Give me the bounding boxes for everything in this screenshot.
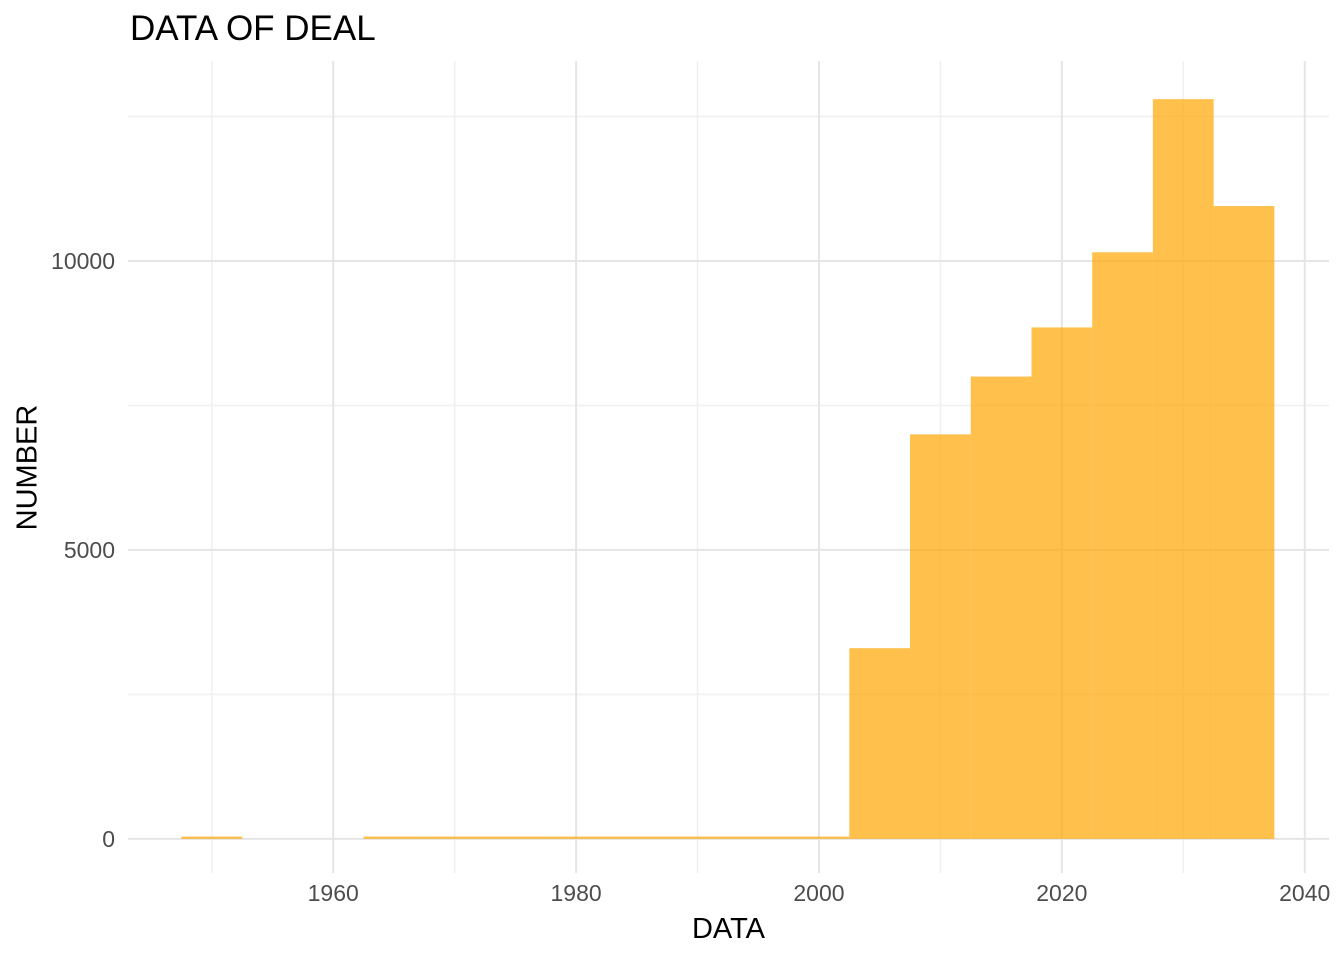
plot-title: DATA OF DEAL	[130, 9, 376, 48]
histogram-bar-2015	[970, 376, 1032, 839]
x-tick-label: 2040	[1279, 880, 1330, 906]
y-tick-label: 10000	[51, 248, 115, 274]
histogram-bar-2030	[1152, 99, 1214, 839]
y-axis-title-box: NUMBER	[10, 61, 46, 873]
x-tick-label: 1980	[551, 880, 602, 906]
y-tick-label: 0	[102, 826, 115, 852]
histogram-bar-2010	[910, 434, 971, 839]
histogram-bar-1965	[363, 836, 425, 839]
y-tick-labels: 0 5000 10000	[51, 248, 115, 852]
histogram-bar-1980	[545, 836, 607, 839]
y-axis-title: NUMBER	[11, 404, 44, 530]
histogram-bar-1970	[424, 836, 486, 839]
histogram-bar-2025	[1092, 252, 1153, 839]
histogram-bar-2005	[849, 648, 911, 839]
histogram-bar-2020	[1031, 327, 1093, 839]
histogram-bars	[181, 99, 1275, 839]
x-axis-title: DATA	[691, 913, 766, 945]
histogram-bar-1995	[727, 836, 789, 839]
histogram-bar-1975	[485, 836, 546, 839]
y-tick-label: 5000	[64, 537, 115, 563]
histogram-bar-1985	[606, 836, 668, 839]
histogram-bar-2000	[788, 836, 850, 839]
x-tick-label: 2020	[1036, 880, 1087, 906]
histogram-bar-1950	[181, 836, 243, 839]
x-tick-label: 2000	[793, 880, 844, 906]
histogram-bar-1990	[667, 836, 728, 839]
histogram-bar-2035	[1213, 206, 1275, 839]
x-tick-labels: 1960 1980 2000 2020 2040	[308, 880, 1331, 906]
x-tick-label: 1960	[308, 880, 359, 906]
